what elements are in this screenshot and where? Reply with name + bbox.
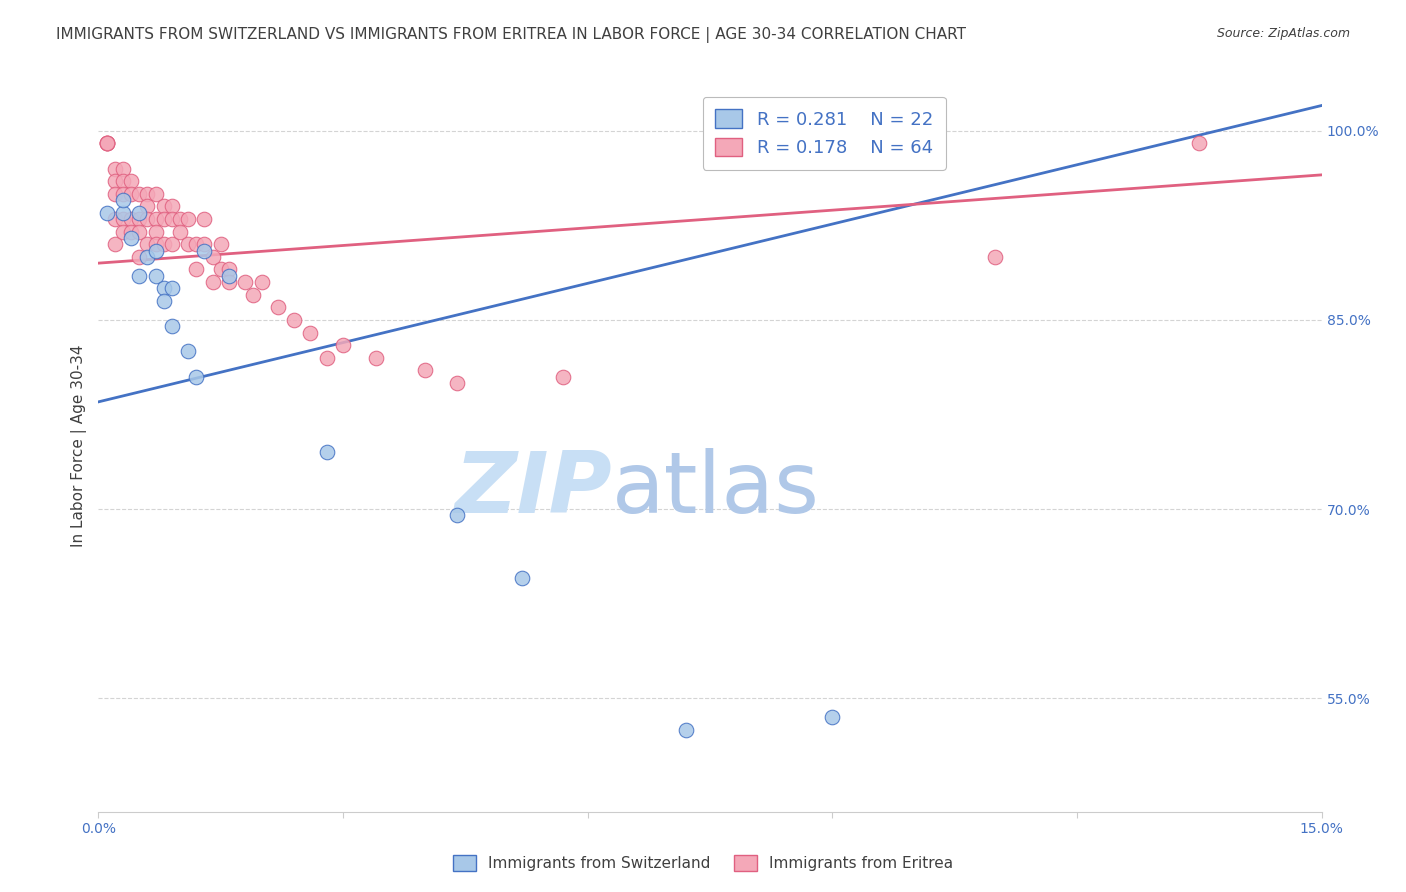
Point (446, 508, 468, 523)
Point (145, 244, 167, 258)
Text: atlas: atlas (612, 449, 820, 532)
Point (111, 161, 134, 176)
Point (209, 237, 232, 252)
Point (136, 199, 159, 213)
Point (145, 237, 167, 252)
Point (128, 268, 150, 283)
Point (218, 275, 240, 289)
Point (120, 225, 142, 239)
Point (96, 136, 118, 151)
Point (120, 212, 142, 227)
Point (299, 326, 322, 340)
Point (111, 205, 134, 219)
Point (364, 351, 387, 365)
Point (128, 205, 150, 219)
Point (104, 174, 127, 188)
Point (160, 199, 183, 213)
Point (104, 186, 127, 201)
Point (96, 136, 118, 151)
Point (233, 275, 256, 289)
Point (111, 174, 134, 188)
Point (136, 212, 159, 227)
Point (169, 212, 191, 227)
Point (160, 212, 183, 227)
Point (553, 369, 575, 384)
Point (120, 186, 142, 201)
Point (136, 237, 159, 252)
Point (128, 212, 150, 227)
Point (104, 212, 127, 227)
Point (332, 338, 354, 352)
Point (209, 262, 232, 277)
Point (821, 710, 844, 724)
Point (96, 136, 118, 151)
Point (96, 136, 118, 151)
Point (136, 250, 159, 264)
Point (111, 193, 134, 207)
Point (145, 225, 167, 239)
Point (152, 212, 174, 227)
Point (283, 313, 305, 327)
Point (96, 205, 118, 219)
Point (104, 237, 127, 252)
Point (111, 212, 134, 227)
Point (152, 237, 174, 252)
Point (128, 186, 150, 201)
Text: Source: ZipAtlas.com: Source: ZipAtlas.com (1216, 27, 1350, 40)
Point (160, 281, 183, 295)
Legend: Immigrants from Switzerland, Immigrants from Eritrea: Immigrants from Switzerland, Immigrants … (447, 849, 959, 877)
Legend: R = 0.281    N = 22, R = 0.178    N = 64: R = 0.281 N = 22, R = 0.178 N = 64 (703, 96, 946, 169)
Point (193, 244, 215, 258)
Point (315, 445, 337, 459)
Point (218, 268, 240, 283)
Point (193, 212, 215, 227)
Point (186, 369, 208, 384)
Point (160, 319, 183, 334)
Y-axis label: In Labor Force | Age 30-34: In Labor Force | Age 30-34 (72, 344, 87, 548)
Point (120, 231, 142, 245)
Point (413, 363, 436, 377)
Point (169, 225, 191, 239)
Point (201, 275, 224, 289)
Text: ZIP: ZIP (454, 449, 612, 532)
Point (152, 293, 174, 308)
Point (218, 262, 240, 277)
Point (128, 250, 150, 264)
Point (177, 344, 200, 359)
Point (145, 212, 167, 227)
Point (160, 237, 183, 252)
Point (152, 281, 174, 295)
Point (675, 723, 697, 737)
Point (177, 237, 200, 252)
Point (186, 237, 208, 252)
Point (250, 275, 273, 289)
Point (242, 287, 264, 301)
Point (145, 186, 167, 201)
Point (152, 199, 174, 213)
Point (128, 225, 150, 239)
Point (984, 250, 1007, 264)
Point (145, 268, 167, 283)
Point (104, 161, 127, 176)
Point (120, 174, 142, 188)
Point (512, 571, 534, 585)
Point (315, 351, 337, 365)
Point (201, 250, 224, 264)
Point (193, 237, 215, 252)
Point (111, 186, 134, 201)
Point (1188, 136, 1211, 151)
Point (446, 376, 468, 390)
Text: IMMIGRANTS FROM SWITZERLAND VS IMMIGRANTS FROM ERITREA IN LABOR FORCE | AGE 30-3: IMMIGRANTS FROM SWITZERLAND VS IMMIGRANT… (56, 27, 966, 43)
Point (186, 262, 208, 277)
Point (111, 225, 134, 239)
Point (267, 300, 290, 314)
Point (136, 186, 159, 201)
Point (177, 212, 200, 227)
